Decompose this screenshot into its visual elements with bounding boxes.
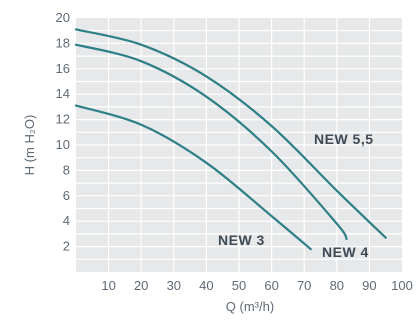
- y-tick-label: 4: [63, 213, 70, 228]
- x-tick-label: 80: [330, 278, 344, 293]
- y-tick-label: 2: [63, 239, 70, 254]
- y-tick-label: 12: [56, 112, 70, 127]
- x-tick-label: 60: [264, 278, 278, 293]
- x-axis-title: Q (m³/h): [226, 299, 274, 314]
- y-tick-label: 16: [56, 61, 70, 76]
- x-tick-label: 40: [199, 278, 213, 293]
- x-tick-label: 20: [134, 278, 148, 293]
- x-tick-label: 10: [101, 278, 115, 293]
- curve-new-4: [74, 43, 348, 241]
- grid-lines: [76, 18, 402, 272]
- curve-new-3: [74, 104, 312, 251]
- series-label-new-4: NEW 4: [322, 244, 369, 260]
- y-tick-label: 18: [56, 35, 70, 50]
- x-tick-label: 100: [391, 278, 413, 293]
- curve-new-5-5: [74, 28, 387, 239]
- series-label-new-5-5: NEW 5,5: [314, 131, 374, 147]
- x-tick-label: 50: [232, 278, 246, 293]
- y-axis-title: H (m H₂O): [22, 115, 37, 176]
- series-curves: [74, 28, 387, 251]
- y-tick-label: 14: [56, 86, 70, 101]
- x-tick-label: 30: [167, 278, 181, 293]
- y-tick-label: 6: [63, 188, 70, 203]
- y-axis-ticks: 2 4 6 8 10 12 14 16 18 20: [56, 10, 70, 254]
- series-label-new-3: NEW 3: [218, 232, 265, 248]
- y-tick-label: 8: [63, 162, 70, 177]
- series-labels: NEW 3 NEW 4 NEW 5,5: [218, 131, 374, 260]
- x-tick-label: 90: [362, 278, 376, 293]
- y-tick-label: 20: [56, 10, 70, 25]
- x-axis-ticks: 10 20 30 40 50 60 70 80 90 100: [101, 278, 412, 293]
- y-tick-label: 10: [56, 137, 70, 152]
- x-tick-label: 70: [297, 278, 311, 293]
